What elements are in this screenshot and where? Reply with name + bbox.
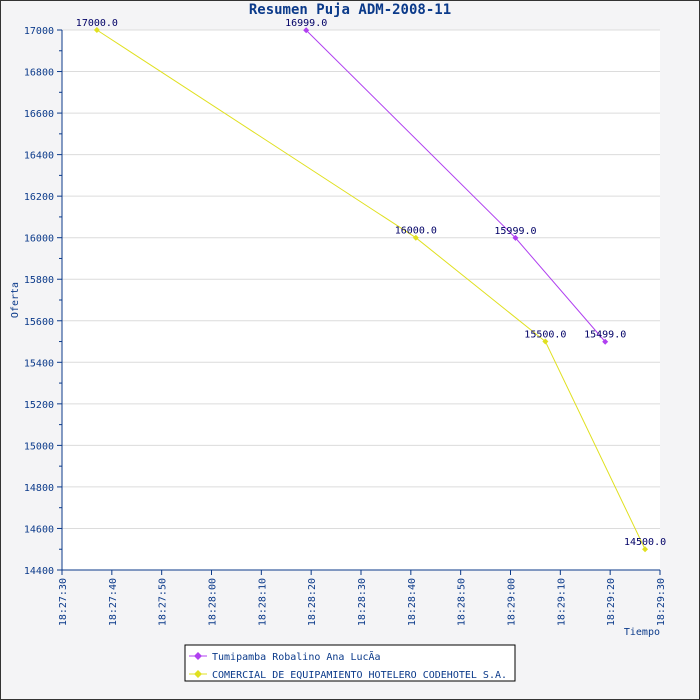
x-tick-label: 18:27:50	[158, 578, 169, 626]
data-point	[93, 27, 100, 33]
data-point	[512, 234, 519, 241]
data-point	[602, 338, 609, 345]
y-tick-label: 15000	[24, 441, 54, 452]
data-label: 16999.0	[285, 18, 327, 29]
legend-entry: COMERCIAL DE EQUIPAMIENTO HOTELERO CODEH…	[212, 670, 507, 681]
x-tick-label: 18:28:10	[257, 578, 268, 626]
chart-title: Resumen Puja ADM-2008-11	[249, 2, 451, 18]
y-tick-label: 15200	[24, 400, 54, 411]
y-tick-label: 16000	[24, 234, 54, 245]
plot-area	[62, 30, 660, 570]
y-tick-label: 14400	[24, 566, 54, 577]
x-tick-label: 18:29:30	[656, 578, 667, 626]
x-tick-label: 18:28:50	[457, 578, 468, 626]
y-tick-label: 16600	[24, 109, 54, 120]
x-tick-label: 18:27:30	[58, 578, 69, 626]
legend: Tumipamba Robalino Ana LucÃ­a COMERCIAL D…	[184, 644, 516, 682]
legend-marker	[194, 652, 202, 660]
y-tick-label: 15600	[24, 317, 54, 328]
data-label: 14500.0	[624, 537, 666, 548]
data-label: 15499.0	[584, 330, 626, 341]
legend-entry: Tumipamba Robalino Ana LucÃ­a	[212, 650, 381, 663]
y-tick-label: 16800	[24, 68, 54, 79]
x-tick-label: 18:28:40	[407, 578, 418, 626]
x-tick-label: 18:29:20	[606, 578, 617, 626]
x-tick-label: 18:28:30	[357, 578, 368, 626]
y-tick-label: 14600	[24, 524, 54, 535]
x-tick-label: 18:28:20	[307, 578, 318, 626]
x-axis-label: Tiempo	[624, 627, 660, 638]
x-tick-label: 18:29:00	[507, 578, 518, 626]
data-label: 16000.0	[395, 226, 437, 237]
y-tick-label: 16200	[24, 192, 54, 203]
y-axis-label: Oferta	[10, 282, 21, 318]
y-tick-label: 15400	[24, 358, 54, 369]
y-tick-label: 14800	[24, 483, 54, 494]
x-tick-label: 18:29:10	[556, 578, 567, 626]
data-point	[303, 27, 310, 34]
x-tick-label: 18:28:00	[208, 578, 219, 626]
data-point	[542, 338, 549, 345]
data-point	[642, 546, 649, 553]
legend-marker	[194, 670, 202, 678]
data-label: 17000.0	[76, 18, 118, 29]
x-tick-label: 18:27:40	[108, 578, 119, 626]
legend-box	[184, 644, 516, 682]
y-tick-label: 16400	[24, 151, 54, 162]
y-tick-label: 15800	[24, 275, 54, 286]
y-tick-label: 17000	[24, 26, 54, 37]
series-line	[96, 29, 646, 550]
data-point	[412, 234, 419, 241]
data-label: 15500.0	[524, 330, 566, 341]
data-label: 15999.0	[494, 226, 536, 237]
